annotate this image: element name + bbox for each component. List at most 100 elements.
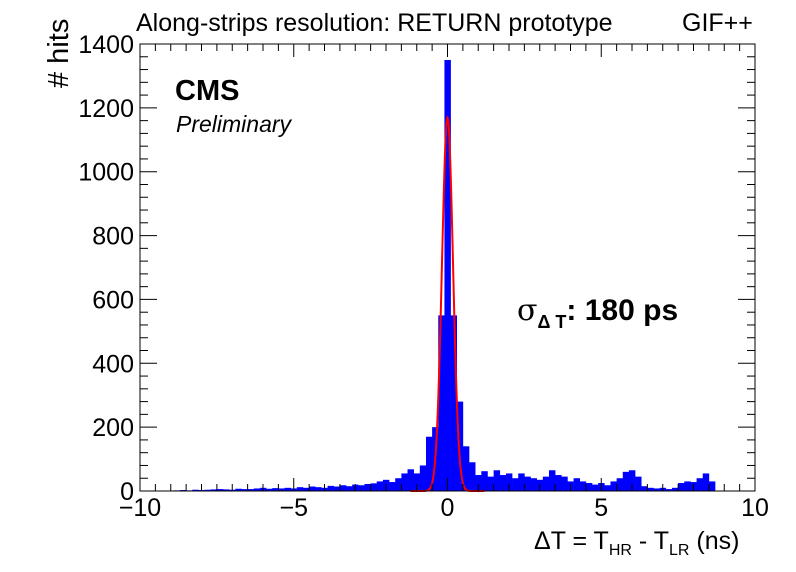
histogram-bar-66 xyxy=(579,481,587,491)
histogram-bar-21 xyxy=(302,487,310,491)
histogram-bar-47 xyxy=(462,446,470,491)
histogram-bar-5 xyxy=(204,489,212,491)
histogram-bar-30 xyxy=(358,485,365,491)
y-tick-label: 1200 xyxy=(78,95,134,123)
histogram-bar-76 xyxy=(641,486,648,491)
histogram-bar-48 xyxy=(469,462,476,491)
histogram-bar-55 xyxy=(512,478,519,491)
histogram-bar-71 xyxy=(610,481,617,491)
x-tick-label: −5 xyxy=(279,494,308,522)
histogram-bar-70 xyxy=(604,485,611,491)
histogram-bar-25 xyxy=(327,485,335,491)
histogram-bar-62 xyxy=(555,475,562,491)
histogram-bar-43 xyxy=(438,315,445,491)
x-tick-label: 10 xyxy=(741,494,769,522)
histogram-bar-86 xyxy=(702,473,710,491)
histogram-bar-33 xyxy=(376,481,384,491)
sigma-subscript: Δ T xyxy=(537,312,567,332)
histogram-bar-80 xyxy=(665,489,673,491)
histogram-bar-22 xyxy=(309,486,316,491)
facility-tag: GIF++ xyxy=(682,9,753,37)
histogram-bar-37 xyxy=(401,473,408,491)
histogram-bar-41 xyxy=(425,436,433,491)
histogram-bar-46 xyxy=(456,401,464,491)
y-tick-label: 200 xyxy=(92,414,134,442)
histogram-bar-35 xyxy=(389,482,396,491)
x-tick-label: 5 xyxy=(594,494,608,522)
sigma-symbol: σ xyxy=(517,293,538,328)
histogram-bar-38 xyxy=(407,469,414,491)
experiment-label: CMS xyxy=(175,75,240,107)
histogram-bar-6 xyxy=(210,489,218,491)
status-label: Preliminary xyxy=(176,111,292,137)
histogram-bar-27 xyxy=(339,485,347,491)
histogram-bar-15 xyxy=(266,488,273,491)
chart-title: Along-strips resolution: RETURN prototyp… xyxy=(136,9,613,37)
x-axis-ticks: −10 −5 0 5 10 xyxy=(119,44,769,522)
histogram-bar-36 xyxy=(395,478,402,491)
histogram-bar-87 xyxy=(708,481,716,491)
y-tick-label: 800 xyxy=(92,223,134,251)
histogram-bar-31 xyxy=(364,483,371,491)
histogram-bar-7 xyxy=(216,489,224,491)
histogram-bar-53 xyxy=(499,475,507,491)
histogram-bar-11 xyxy=(241,489,248,491)
histogram-bar-72 xyxy=(616,478,624,491)
x-tick-label: −10 xyxy=(119,494,161,522)
x-label-sub2: LR xyxy=(669,542,690,559)
histogram-bar-17 xyxy=(278,488,285,491)
y-axis-label: # hits xyxy=(43,18,75,88)
histogram-bar-75 xyxy=(635,476,642,491)
histogram-bar-28 xyxy=(346,486,353,491)
x-label-part3: (ns) xyxy=(689,527,740,555)
histogram-bar-3 xyxy=(192,489,199,491)
y-axis-ticks: 0 200 400 600 800 1000 1200 1400 xyxy=(78,31,755,506)
histogram-bar-51 xyxy=(487,476,494,491)
resolution-annotation: σΔ T: 180 ps xyxy=(517,293,678,333)
histogram-bar-44 xyxy=(444,59,451,492)
histogram-bar-18 xyxy=(284,487,291,491)
histogram-bar-50 xyxy=(481,471,488,491)
histogram-bar-63 xyxy=(561,476,568,491)
y-tick-label: 1000 xyxy=(78,159,134,187)
histogram-bar-32 xyxy=(370,483,378,491)
histogram-bar-40 xyxy=(419,465,427,491)
histogram-bar-81 xyxy=(671,487,679,491)
histogram-bar-60 xyxy=(542,476,550,491)
histogram-bar-67 xyxy=(585,483,593,491)
histogram-bar-58 xyxy=(530,478,537,491)
histogram-bar-85 xyxy=(696,478,704,491)
histogram-bars xyxy=(173,59,716,492)
histogram-bar-26 xyxy=(333,486,341,491)
y-tick-label: 0 xyxy=(120,478,134,506)
histogram-bar-68 xyxy=(592,484,599,491)
histogram-bar-20 xyxy=(296,487,304,491)
histogram-bar-12 xyxy=(247,489,255,491)
x-label-part2: - T xyxy=(631,527,669,555)
histogram-bar-49 xyxy=(475,475,482,491)
histogram-bar-45 xyxy=(450,315,458,491)
histogram-bar-77 xyxy=(647,487,654,491)
histogram-bar-52 xyxy=(493,470,501,491)
x-label-part1: ΔT = T xyxy=(534,527,609,555)
x-tick-label: 0 xyxy=(441,494,455,522)
histogram-bar-56 xyxy=(518,473,525,491)
histogram-bar-74 xyxy=(628,470,636,491)
histogram-bar-82 xyxy=(678,483,685,491)
histogram-bar-10 xyxy=(235,488,242,491)
histogram-bar-83 xyxy=(684,481,691,491)
histogram-bar-61 xyxy=(548,470,556,491)
y-tick-label: 400 xyxy=(92,350,134,378)
histogram-bar-78 xyxy=(653,488,660,491)
histogram-bar-16 xyxy=(272,488,279,491)
histogram-bar-65 xyxy=(573,478,581,491)
y-tick-label: 1400 xyxy=(78,31,134,59)
histogram-bar-54 xyxy=(505,473,513,491)
histogram-bar-57 xyxy=(524,476,531,491)
y-tick-label: 600 xyxy=(92,286,134,314)
x-label-sub1: HR xyxy=(608,542,632,559)
histogram-bar-73 xyxy=(622,471,630,491)
histogram-bar-8 xyxy=(223,489,230,491)
histogram-bar-13 xyxy=(253,488,261,491)
